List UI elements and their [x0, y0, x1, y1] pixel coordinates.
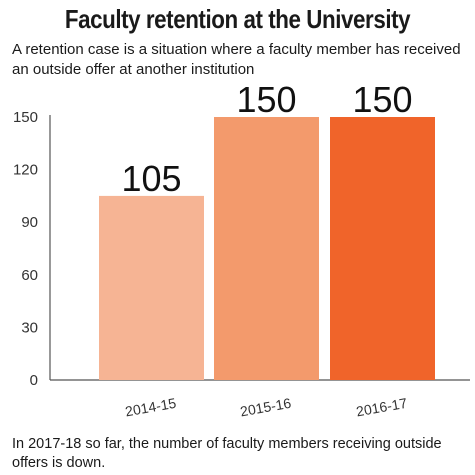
- data-label: 105: [121, 158, 181, 199]
- y-tick-label: 120: [13, 162, 38, 179]
- footnote: In 2017-18 so far, the number of faculty…: [12, 436, 442, 471]
- y-tick-label: 60: [21, 267, 38, 284]
- bars: [99, 117, 435, 380]
- y-tick-label: 0: [30, 372, 38, 389]
- x-tick-labels: 2014-15 2015-16 2016-17: [124, 395, 409, 420]
- chart-title: Faculty retention at the University: [64, 4, 411, 34]
- x-tick-label: 2015-16: [239, 395, 293, 420]
- data-label: 150: [352, 79, 412, 120]
- x-tick-label: 2014-15: [124, 395, 178, 420]
- chart-subtitle: A retention case is a situation where a …: [12, 41, 461, 78]
- y-tick-label: 30: [21, 319, 38, 336]
- data-label: 150: [236, 79, 296, 120]
- bar-2014-15: [99, 195, 204, 380]
- bar-2016-17: [330, 117, 435, 380]
- y-tick-label: 150: [13, 109, 38, 126]
- x-tick-label: 2016-17: [355, 395, 409, 420]
- y-tick-label: 90: [21, 214, 38, 231]
- bar-2015-16: [214, 117, 319, 380]
- y-tick-labels: 0 30 60 90 120 150: [13, 109, 38, 389]
- data-labels: 105 150 150: [121, 79, 412, 199]
